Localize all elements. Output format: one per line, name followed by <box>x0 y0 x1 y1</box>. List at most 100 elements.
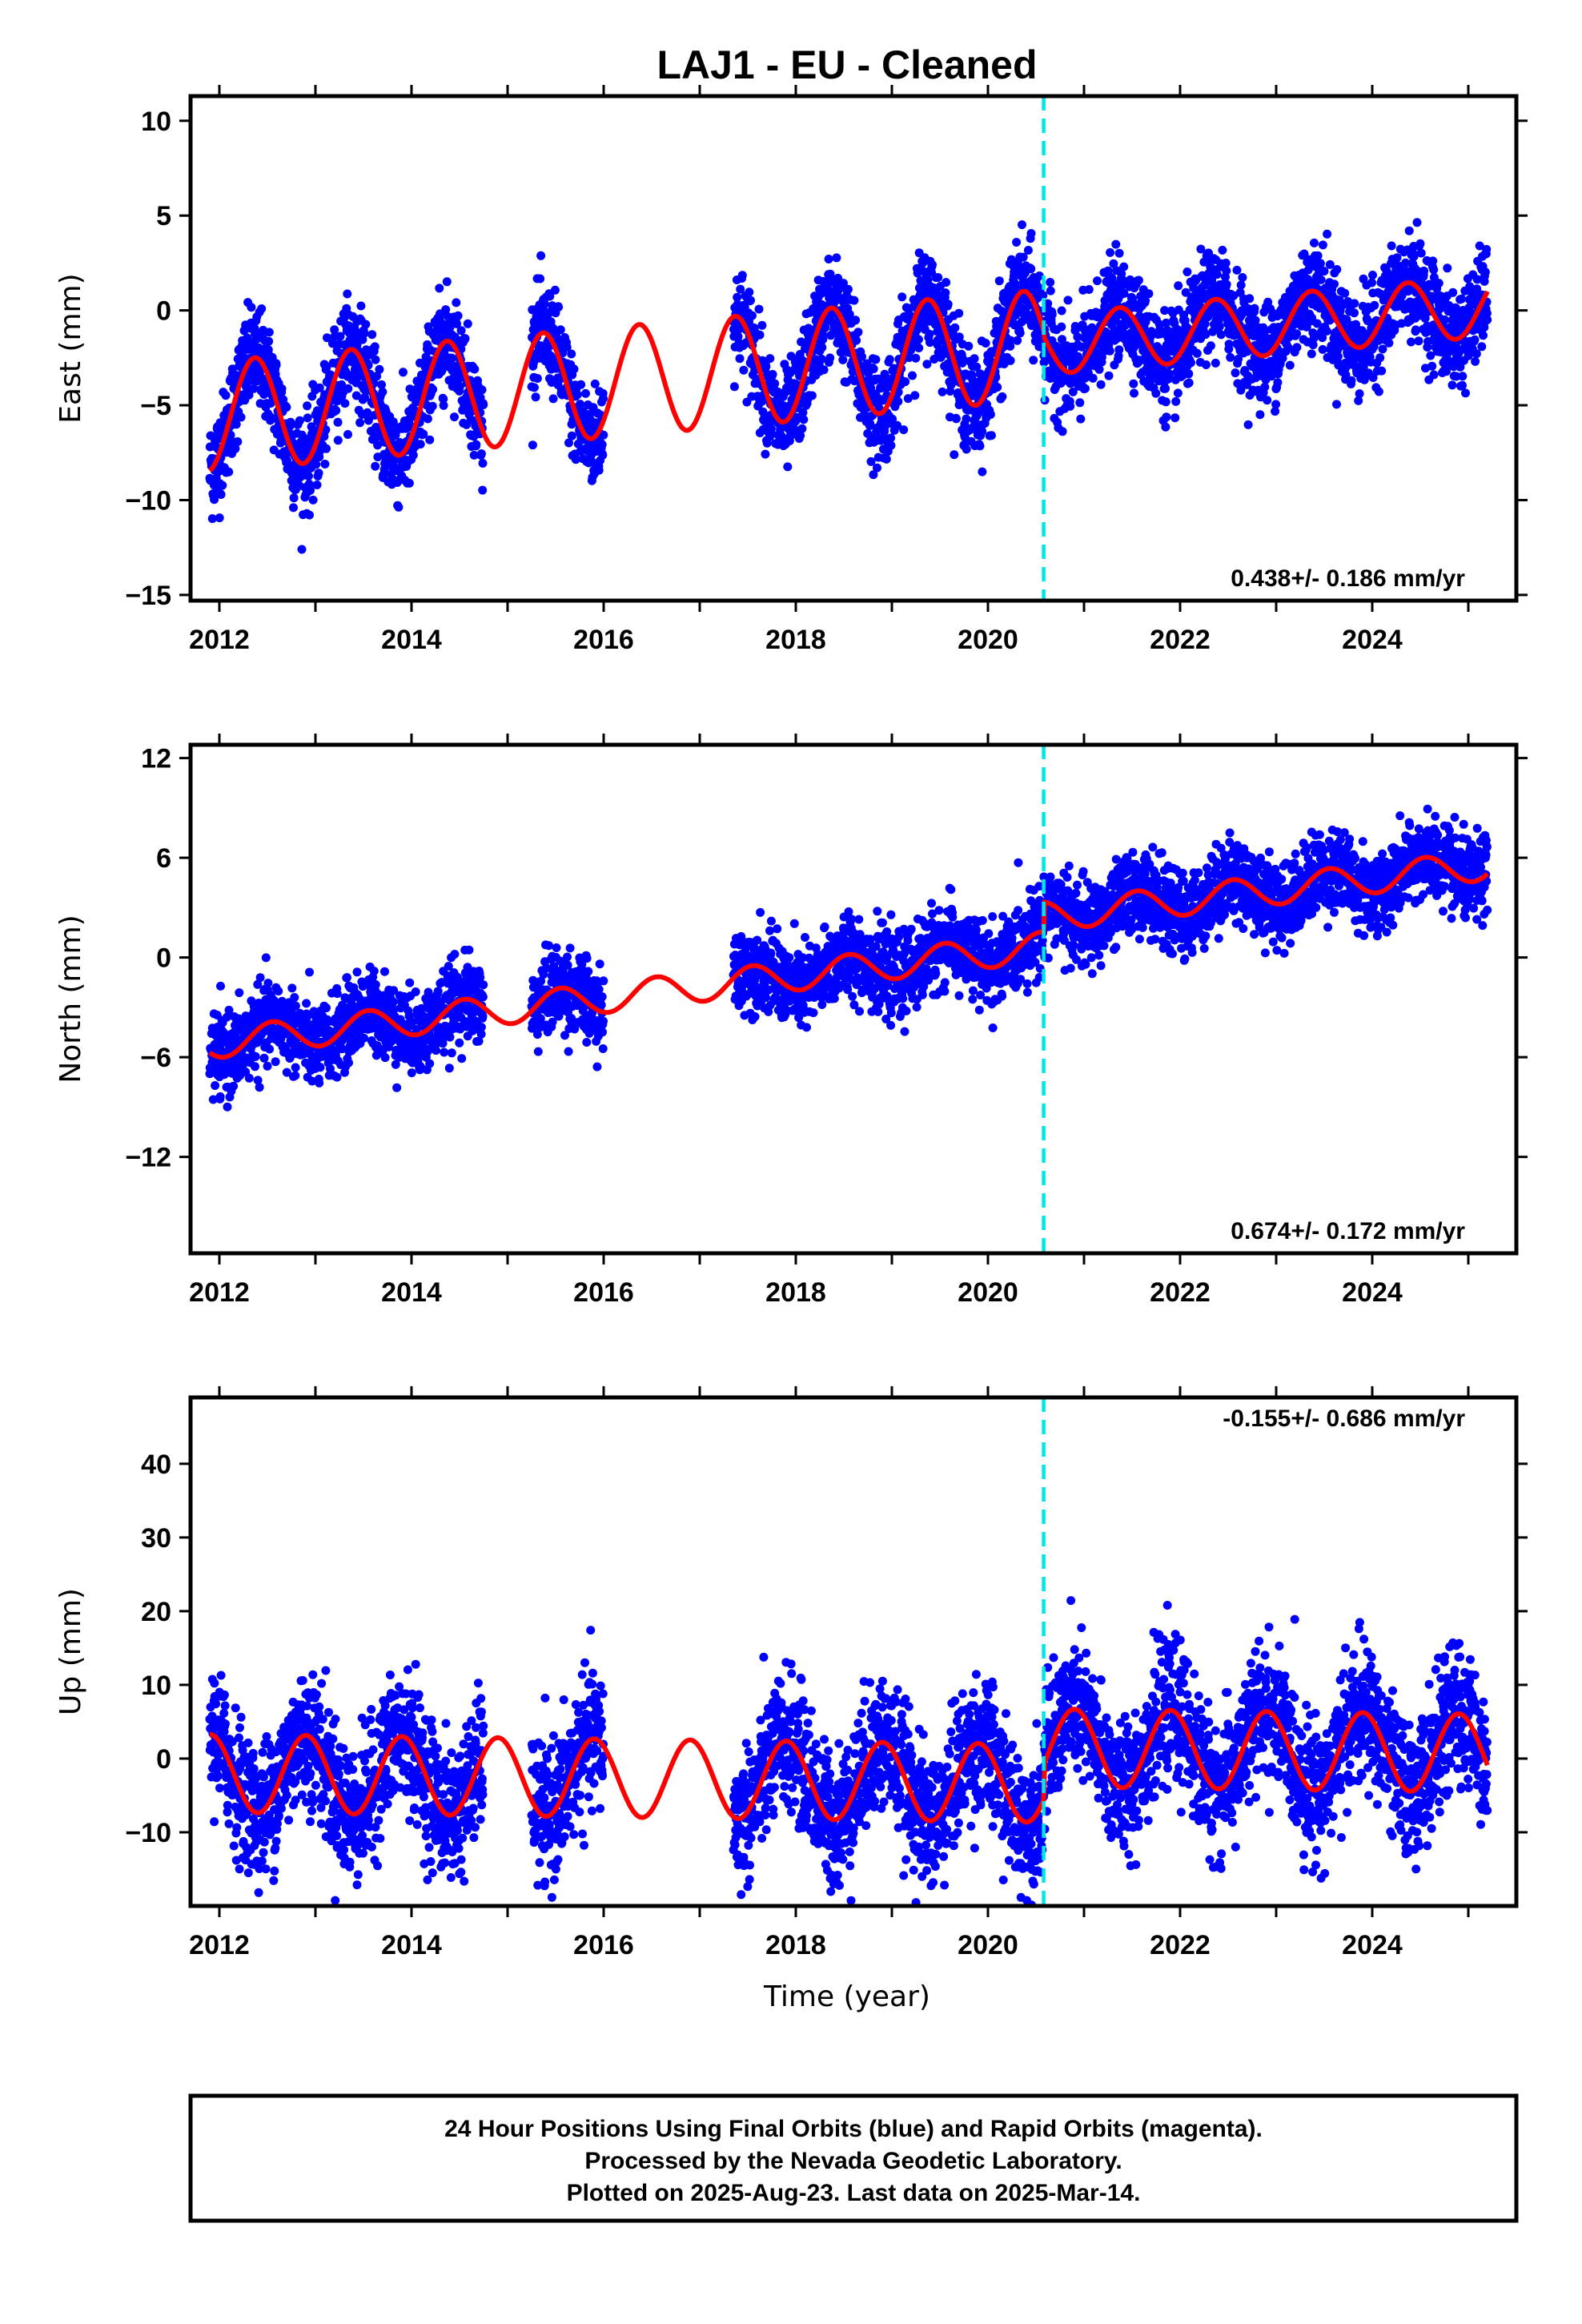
east-data-point <box>981 339 990 348</box>
east-data-point <box>1457 294 1466 304</box>
east-data-point <box>746 296 755 305</box>
east-data-point <box>1458 380 1467 390</box>
east-data-point <box>1134 275 1143 285</box>
east-data-point <box>1378 344 1387 354</box>
east-data-point <box>1063 296 1073 305</box>
north-data-point <box>287 983 297 993</box>
east-data-point <box>378 387 387 396</box>
east-data-point <box>857 352 866 361</box>
east-data-point <box>1374 387 1383 396</box>
east-data-point <box>950 323 960 332</box>
east-data-point <box>986 431 996 440</box>
east-data-point <box>576 380 586 389</box>
east-data-point <box>1285 360 1295 370</box>
east-data-point <box>478 485 488 495</box>
east-data-point <box>320 460 330 468</box>
east-data-point <box>472 440 481 449</box>
east-data-point <box>1026 264 1036 274</box>
east-data-point <box>1144 289 1154 299</box>
north-data-point <box>369 967 379 976</box>
east-data-point <box>798 408 808 417</box>
east-data-point <box>286 417 295 427</box>
east-data-point <box>590 379 600 388</box>
east-data-point <box>455 382 464 392</box>
east-data-point <box>1480 323 1489 332</box>
east-data-point <box>754 304 764 314</box>
east-data-point <box>1407 337 1415 347</box>
east-data-point <box>1066 401 1075 411</box>
north-data-points <box>205 804 1492 1112</box>
east-data-point <box>303 413 312 423</box>
east-data-point <box>259 390 269 399</box>
east-data-point <box>1080 384 1090 393</box>
east-data-point <box>873 463 881 472</box>
east-data-point <box>1186 358 1195 368</box>
east-data-point <box>456 326 466 336</box>
east-data-point <box>1323 229 1332 239</box>
north-data-point <box>302 999 311 1008</box>
north-data-point <box>251 1062 259 1072</box>
east-data-point <box>1018 252 1028 262</box>
north-data-point <box>211 1081 220 1090</box>
east-data-point <box>330 325 339 335</box>
east-data-point <box>1018 220 1026 230</box>
east-data-point <box>1093 276 1102 286</box>
east-data-point <box>597 440 607 449</box>
east-data-point <box>1173 388 1182 398</box>
east-data-point <box>315 452 324 462</box>
east-data-point <box>322 362 331 372</box>
east-data-point <box>419 429 428 439</box>
east-data-point <box>912 325 921 335</box>
east-data-point <box>897 292 907 302</box>
east-data-point <box>1271 400 1281 409</box>
north-data-point <box>229 1081 239 1091</box>
east-data-point <box>1222 266 1231 275</box>
east-data-point <box>1318 344 1327 354</box>
east-data-point <box>1479 331 1488 340</box>
east-data-point <box>1057 322 1066 332</box>
east-data-point <box>768 370 777 379</box>
east-data-point <box>540 299 549 308</box>
east-data-point <box>442 277 452 287</box>
east-data-point <box>1387 241 1396 251</box>
east-data-point <box>367 330 377 340</box>
east-data-point <box>218 480 227 490</box>
east-data-point <box>901 377 910 387</box>
east-data-point <box>954 332 964 342</box>
east-data-point <box>453 311 463 320</box>
east-data-point <box>925 329 934 339</box>
east-data-point <box>761 449 770 459</box>
east-data-point <box>1006 336 1015 345</box>
east-data-point <box>1370 300 1379 310</box>
east-data-point <box>528 440 537 450</box>
east-data-point <box>439 400 448 410</box>
east-data-point <box>807 391 817 400</box>
east-data-point <box>853 328 863 337</box>
east-data-point <box>435 283 444 293</box>
east-data-point <box>571 455 580 464</box>
east-data-point <box>452 298 461 308</box>
east-data-point <box>236 412 246 422</box>
east-data-point <box>1076 414 1086 424</box>
east-data-point <box>1472 349 1481 359</box>
east-data-point <box>1375 353 1385 363</box>
east-data-point <box>1034 271 1044 280</box>
east-data-point <box>335 332 345 341</box>
east-data-point <box>1313 251 1323 260</box>
east-data-point <box>363 416 373 425</box>
east-data-point <box>1461 388 1470 398</box>
north-data-point <box>251 1051 260 1061</box>
east-data-point <box>817 354 826 364</box>
east-data-point <box>1218 245 1227 255</box>
east-data-point <box>797 424 807 433</box>
east-data-point <box>394 502 404 512</box>
east-data-point <box>938 387 947 396</box>
east-data-point <box>1480 267 1490 277</box>
east-data-point <box>423 414 432 424</box>
east-data-point <box>733 292 742 302</box>
east-data-point <box>1415 239 1425 248</box>
east-data-point <box>343 289 352 299</box>
east-data-point <box>886 440 896 450</box>
east-data-point <box>1097 352 1106 362</box>
north-data-point <box>263 979 273 988</box>
